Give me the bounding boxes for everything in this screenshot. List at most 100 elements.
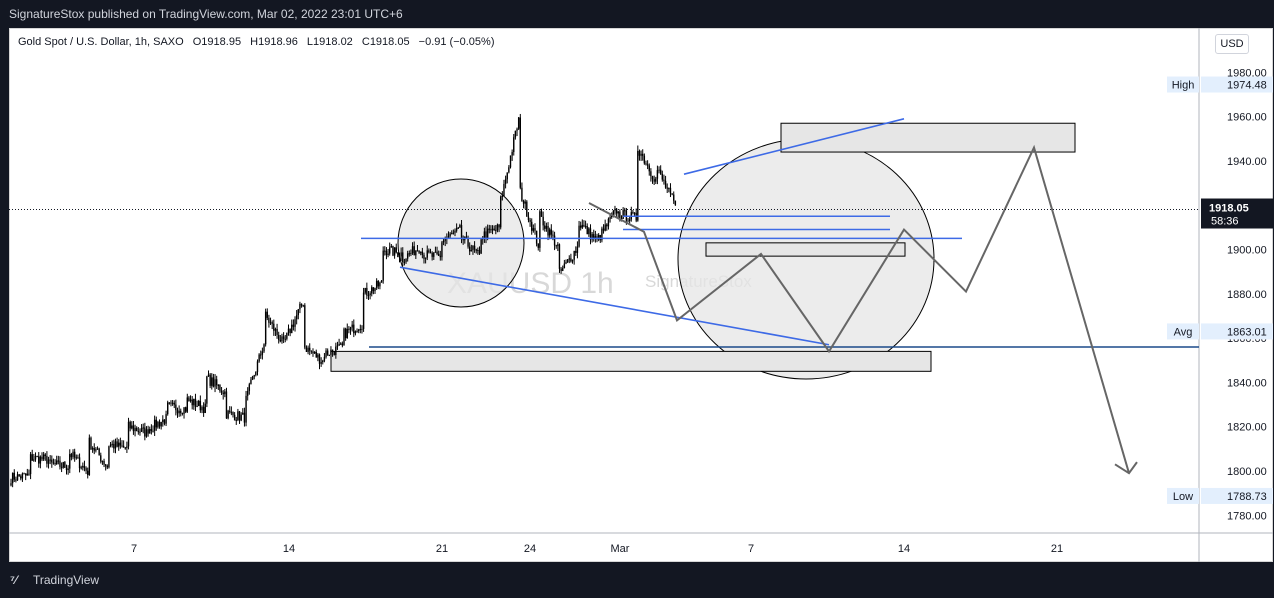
candle-body bbox=[36, 455, 38, 457]
candle-body bbox=[140, 427, 143, 432]
candle-body bbox=[204, 403, 206, 413]
candle-body bbox=[382, 250, 384, 281]
avg-label-value: 1863.01 bbox=[1227, 326, 1267, 338]
candle-body bbox=[101, 460, 104, 462]
candle-body bbox=[550, 229, 553, 235]
candle-body bbox=[436, 251, 438, 254]
candle-body bbox=[444, 238, 446, 241]
candle-body bbox=[465, 236, 468, 239]
candle-body bbox=[573, 251, 575, 260]
candle-body bbox=[563, 263, 566, 269]
candles-layer bbox=[10, 113, 677, 488]
candle-body bbox=[323, 356, 326, 361]
candle-body bbox=[442, 240, 445, 243]
candle-body bbox=[545, 225, 548, 229]
currency-button[interactable]: USD bbox=[1215, 34, 1249, 54]
candle-body bbox=[255, 371, 257, 376]
candle-body bbox=[338, 344, 340, 346]
candle-body bbox=[460, 225, 463, 240]
candle-body bbox=[423, 254, 425, 259]
highlight-circle-left bbox=[397, 178, 525, 308]
trendline-upper bbox=[683, 118, 905, 175]
candle-body bbox=[617, 211, 619, 214]
candle-body bbox=[364, 287, 366, 293]
chart-canvas[interactable]: XAUUSD 1h SignatureStox 1780.001800.0018… bbox=[9, 28, 1273, 562]
candle-body bbox=[516, 128, 518, 131]
candle-body bbox=[519, 117, 521, 188]
candle-body bbox=[78, 457, 81, 469]
candle-body bbox=[38, 456, 40, 464]
candle-body bbox=[67, 468, 69, 471]
candle-body bbox=[395, 247, 397, 253]
candle-body bbox=[266, 311, 268, 318]
candle-body bbox=[402, 252, 404, 262]
candle-body bbox=[462, 239, 464, 241]
candle-body bbox=[193, 398, 195, 406]
high-label-tag-bg bbox=[1167, 76, 1199, 93]
candle-body bbox=[643, 155, 646, 164]
candle-body bbox=[653, 179, 655, 182]
candle-body bbox=[207, 374, 210, 377]
low-label-value-bg bbox=[1201, 487, 1273, 504]
candle-body bbox=[318, 354, 321, 364]
candle-body bbox=[534, 228, 536, 231]
avg-label-value-bg bbox=[1201, 323, 1273, 340]
price-tick-label: 1780.00 bbox=[1227, 510, 1267, 522]
candle-body bbox=[233, 414, 236, 421]
candle-body bbox=[398, 256, 401, 258]
candle-body bbox=[571, 259, 574, 262]
candle-body bbox=[251, 376, 254, 380]
candle-body bbox=[297, 309, 299, 316]
candle-body bbox=[10, 483, 12, 486]
candle-body bbox=[28, 473, 30, 475]
candle-body bbox=[340, 343, 342, 345]
candle-body bbox=[392, 246, 394, 256]
candle-body bbox=[607, 218, 610, 227]
candle-body bbox=[594, 236, 597, 239]
candle-body bbox=[542, 216, 544, 226]
candle-body bbox=[64, 462, 66, 468]
candle-body bbox=[658, 169, 660, 171]
tradingview-logo-icon[interactable]: ⁷⁄ bbox=[10, 573, 17, 587]
candle-body bbox=[73, 451, 76, 458]
candle-body bbox=[299, 303, 301, 310]
price-tick-label: 1960.00 bbox=[1227, 112, 1267, 124]
grid-layer bbox=[9, 28, 1273, 562]
candle-body bbox=[271, 322, 273, 324]
candle-body bbox=[575, 251, 577, 253]
candle-body bbox=[250, 379, 252, 385]
candle-body bbox=[331, 349, 334, 352]
candle-body bbox=[490, 229, 492, 231]
legend-low: L1918.02 bbox=[306, 36, 353, 48]
candle-body bbox=[294, 319, 296, 327]
candle-body bbox=[264, 311, 267, 345]
candle-body bbox=[513, 137, 515, 153]
candle-body bbox=[614, 208, 616, 211]
candle-body bbox=[548, 229, 551, 236]
candle-body bbox=[300, 303, 303, 306]
candle-body bbox=[351, 324, 353, 328]
trendline-lower bbox=[399, 266, 830, 346]
candle-body bbox=[627, 220, 629, 222]
candle-body bbox=[51, 459, 53, 463]
candle-body bbox=[480, 239, 482, 254]
high-label-value-bg bbox=[1201, 76, 1273, 93]
candle-body bbox=[178, 410, 180, 414]
chart-panel[interactable]: XAUUSD 1h SignatureStox 1780.001800.0018… bbox=[9, 28, 1273, 562]
candle-body bbox=[655, 178, 657, 182]
candle-body bbox=[581, 224, 584, 228]
candle-body bbox=[418, 250, 420, 253]
candle-body bbox=[379, 282, 381, 287]
candle-body bbox=[576, 246, 579, 253]
candle-body bbox=[41, 456, 43, 460]
candle-body bbox=[532, 228, 535, 231]
candle-body bbox=[126, 446, 128, 449]
candle-body bbox=[269, 322, 272, 324]
candle-body bbox=[349, 327, 352, 330]
time-tick-label: 21 bbox=[436, 543, 448, 555]
candle-body bbox=[346, 328, 348, 338]
candle-body bbox=[602, 228, 605, 231]
candle-body bbox=[496, 224, 499, 231]
candle-body bbox=[108, 446, 110, 468]
tradingview-brand[interactable]: TradingView bbox=[33, 573, 100, 587]
